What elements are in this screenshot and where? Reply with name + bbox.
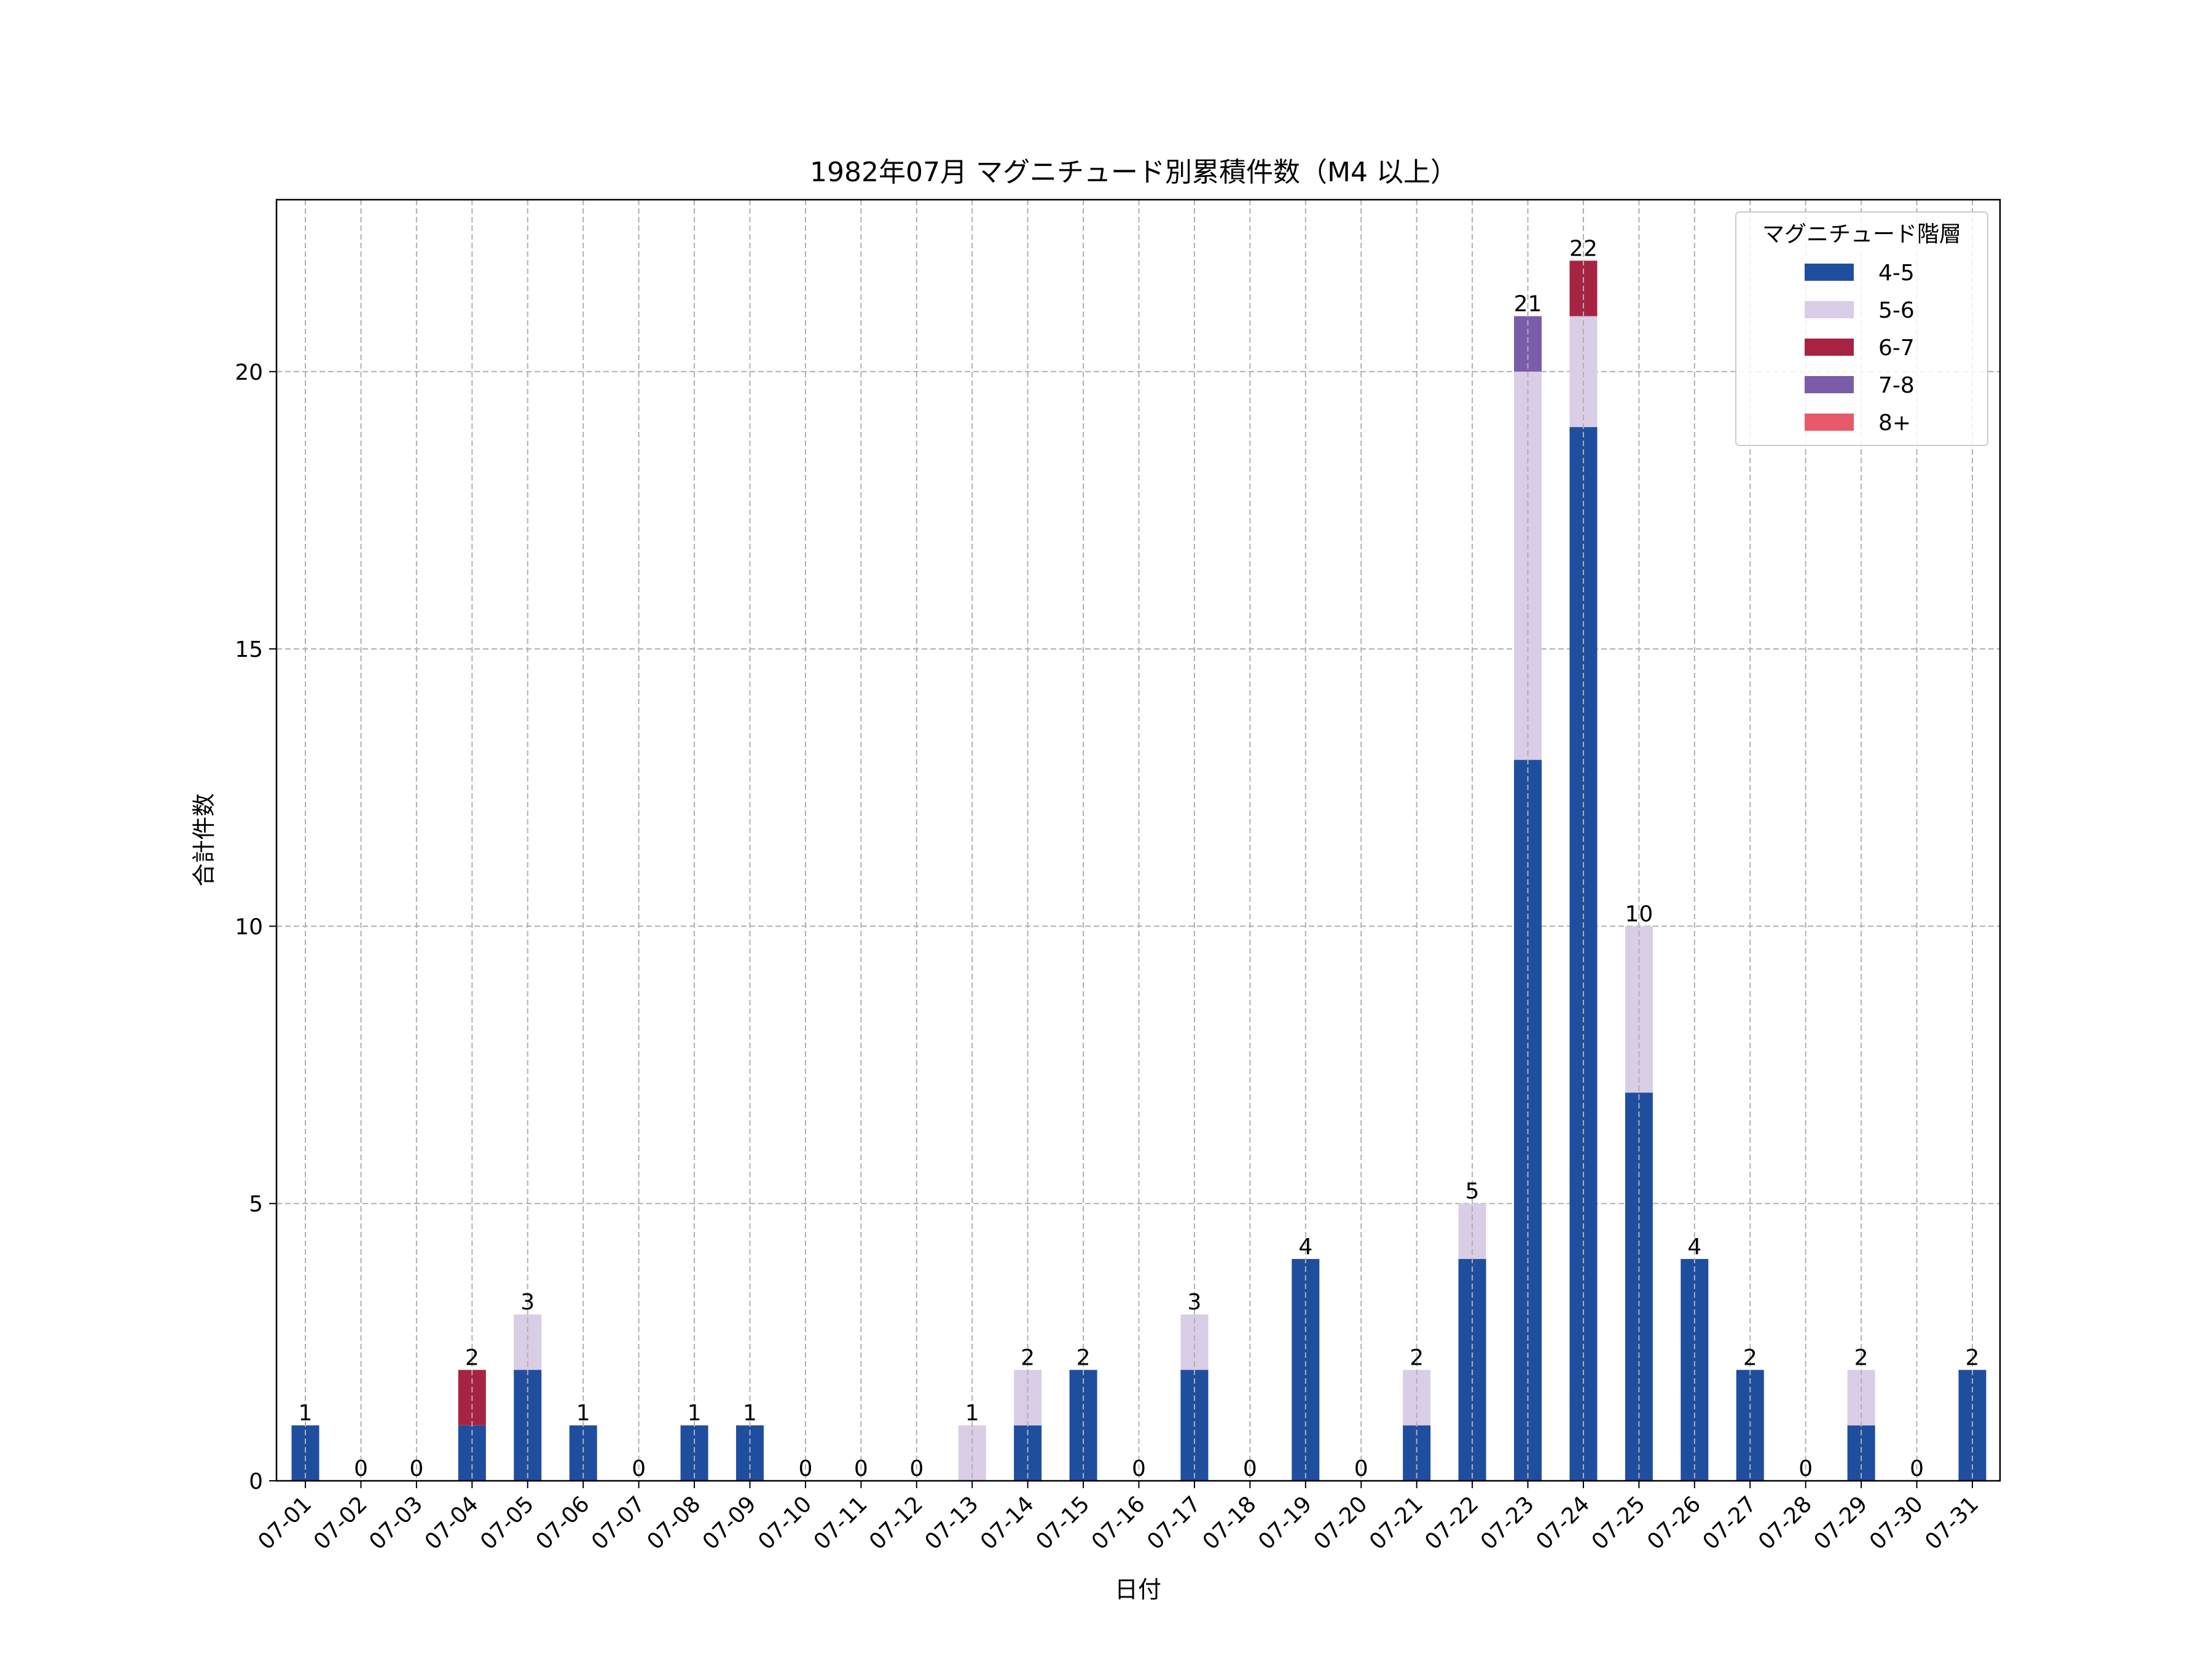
bar-07-05-5-6 [514, 1314, 542, 1370]
bar-total-label-07-21: 2 [1410, 1345, 1424, 1370]
bar-total-label-07-07: 0 [632, 1456, 646, 1481]
bar-total-label-07-03: 0 [409, 1456, 423, 1481]
bar-total-label-07-23: 21 [1514, 292, 1542, 317]
legend-swatch-6-7 [1805, 339, 1854, 356]
bar-total-label-07-26: 4 [1687, 1234, 1701, 1260]
bar-total-label-07-04: 2 [465, 1345, 479, 1370]
bar-total-label-07-20: 0 [1354, 1456, 1368, 1481]
bar-total-label-07-29: 2 [1854, 1345, 1869, 1370]
legend-swatch-7-8 [1805, 376, 1854, 393]
bars [291, 200, 1986, 1481]
x-axis-label: 日付 [1115, 1576, 1161, 1603]
legend-label-4-5: 4-5 [1878, 261, 1915, 286]
legend: マグニチュード階層 4-5 5-6 6-7 7-8 8+ [1735, 211, 1988, 446]
bar-total-label-07-25: 10 [1625, 901, 1653, 927]
bar-total-label-07-09: 1 [743, 1401, 757, 1426]
y-axis-label: 合計件数 [190, 793, 218, 887]
bar-07-17-5-6 [1180, 1314, 1209, 1370]
bar-total-label-07-05: 3 [520, 1290, 535, 1315]
bar-total-label-07-17: 3 [1187, 1290, 1201, 1315]
y-axis-ticks: 0 5 10 15 20 [235, 360, 276, 1494]
bar-total-label-07-13: 1 [965, 1401, 979, 1426]
y-tick-label-10: 10 [235, 914, 263, 939]
bar-total-label-07-12: 0 [909, 1456, 924, 1481]
y-tick-label-0: 0 [249, 1469, 263, 1494]
legend-title: マグニチュード階層 [1762, 222, 1961, 247]
bar-total-label-07-08: 1 [688, 1401, 702, 1426]
chart-title: 1982年07月 マグニチュード別累積件数（M4 以上） [810, 157, 1457, 188]
legend-swatch-8+ [1805, 414, 1854, 431]
bar-total-label-07-28: 0 [1798, 1456, 1813, 1481]
legend-label-7-8: 7-8 [1878, 373, 1915, 398]
bar-total-label-07-01: 1 [299, 1401, 313, 1426]
bar-total-label-07-11: 0 [854, 1456, 868, 1481]
bar-total-label-07-15: 2 [1077, 1345, 1091, 1370]
bar-total-label-07-14: 2 [1021, 1345, 1035, 1370]
y-tick-label-20: 20 [235, 360, 263, 385]
bar-total-label-07-30: 0 [1910, 1456, 1924, 1481]
bar-total-label-07-24: 22 [1569, 236, 1598, 261]
bar-total-label-07-06: 1 [576, 1401, 590, 1426]
bar-total-label-07-22: 5 [1465, 1179, 1480, 1204]
bar-total-label-07-16: 0 [1132, 1456, 1146, 1481]
legend-label-8+: 8+ [1878, 410, 1911, 436]
y-tick-label-15: 15 [235, 637, 263, 662]
bar-total-label-07-27: 2 [1743, 1345, 1757, 1370]
legend-label-6-7: 6-7 [1878, 335, 1915, 361]
bar-total-label-07-18: 0 [1243, 1456, 1257, 1481]
bar-total-label-07-19: 4 [1298, 1234, 1312, 1260]
y-tick-label-5: 5 [249, 1192, 263, 1217]
legend-box [1735, 211, 1988, 446]
legend-label-5-6: 5-6 [1878, 298, 1915, 323]
legend-swatch-5-6 [1805, 301, 1854, 318]
bar-total-label-07-10: 0 [798, 1456, 812, 1481]
bar-total-label-07-31: 2 [1966, 1345, 1980, 1370]
bar-total-label-07-02: 0 [354, 1456, 368, 1481]
legend-swatch-4-5 [1805, 264, 1854, 281]
